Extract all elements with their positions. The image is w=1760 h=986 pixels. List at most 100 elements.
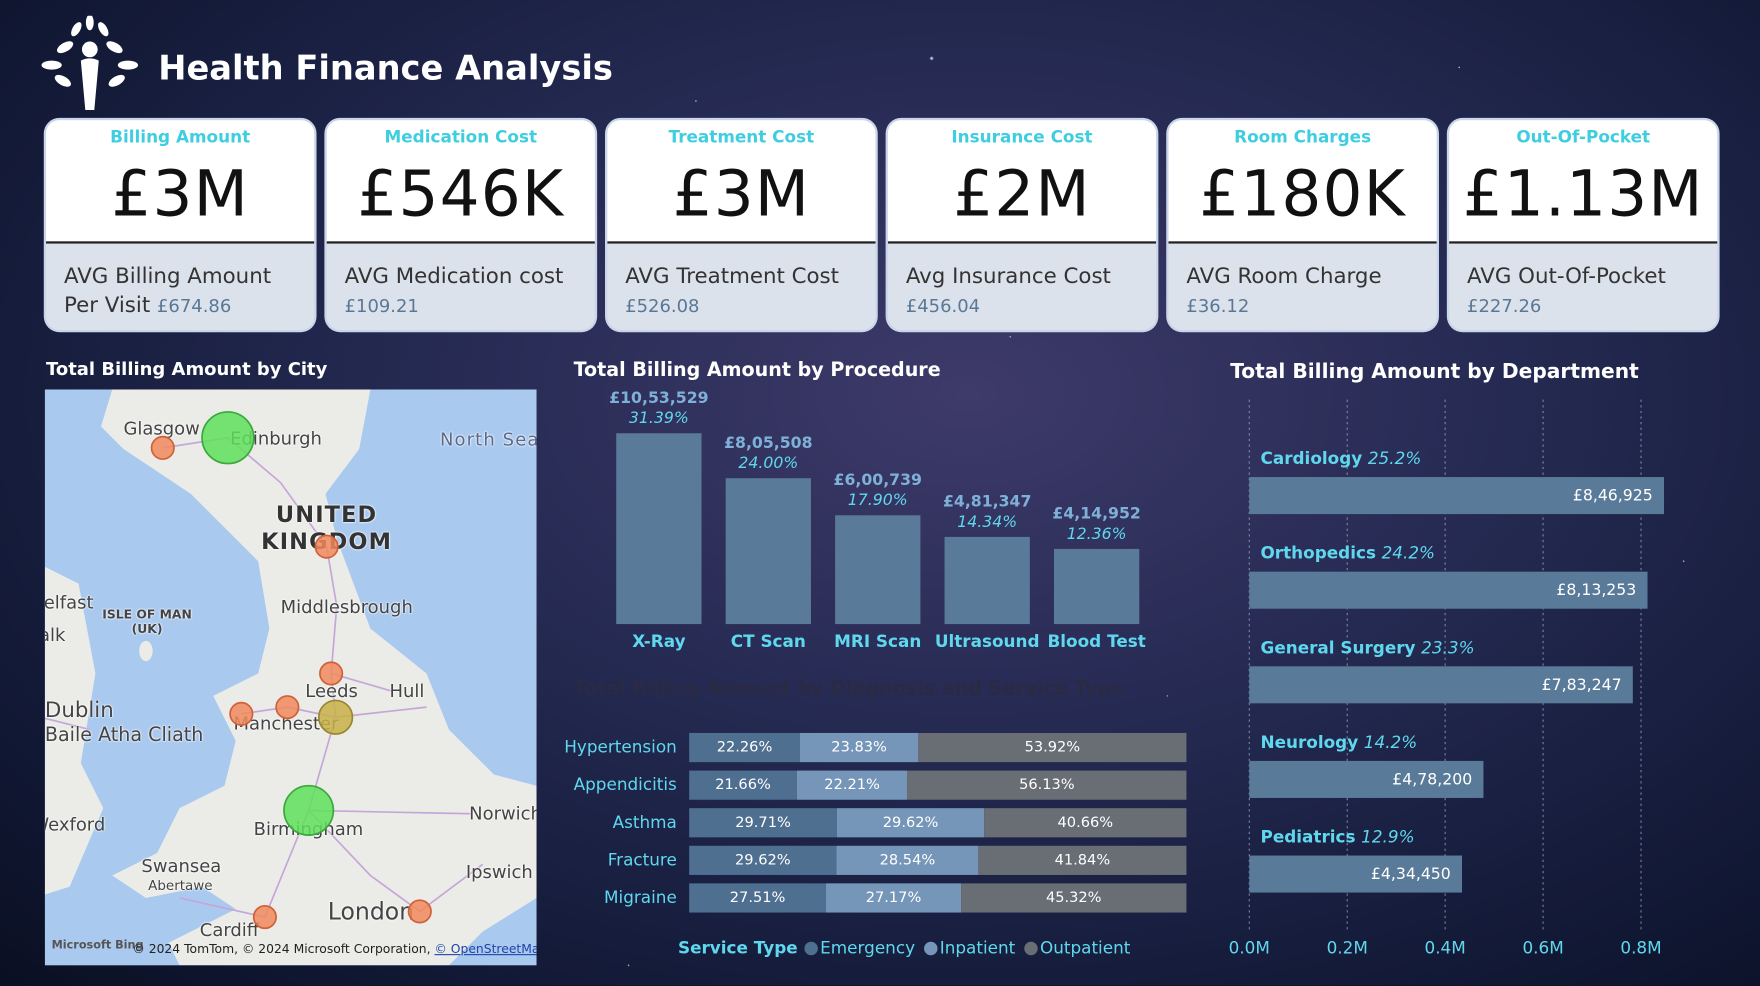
city-bubble[interactable] [314, 534, 339, 559]
map-bubbles [150, 411, 432, 930]
kpi-card: Billing Amount £3M AVG Billing Amount Per … [46, 120, 315, 331]
map-base [44, 389, 537, 966]
kpi-card: Room Charges £180K AVG Room Charge £36.12 [1168, 120, 1437, 331]
share-label: 12.36% [1067, 524, 1127, 543]
bar [1249, 477, 1664, 515]
bar-segment [825, 883, 962, 913]
kpi-average-label: AVG Medication cost [344, 263, 564, 289]
map-label: London [327, 897, 415, 925]
bar-segment [796, 770, 908, 800]
map-label: Wexford [45, 813, 106, 836]
bar [725, 478, 811, 625]
city-bubble[interactable] [275, 695, 300, 720]
kpi-average-block: AVG Room Charge £36.12 [1186, 262, 1427, 321]
bar-segment [689, 808, 837, 838]
value-label: 56.13% [1019, 776, 1075, 793]
kpi-average-block: AVG Medication cost £109.21 [345, 262, 586, 321]
kpi-value: £1.13M [1462, 158, 1704, 232]
x-tick-label: 0.0M [1229, 937, 1270, 957]
kpi-average-label: AVG Out-Of-Pocket [1467, 263, 1666, 289]
share-label: 31.39% [629, 408, 689, 427]
y-tick-label: General Surgery [1261, 637, 1416, 657]
attribution-link[interactable]: © OpenStreetMap [434, 941, 537, 957]
kpi-average-block: Avg Insurance Cost £456.04 [906, 262, 1147, 321]
value-label: £4,34,450 [1371, 864, 1451, 883]
map-label: North Sea [440, 428, 537, 451]
kpi-average-value: £456.04 [905, 295, 981, 317]
bar-segment [799, 732, 919, 763]
map-title: Total Billing Amount by City [46, 358, 328, 380]
share-label: 23.3% [1421, 637, 1474, 657]
kpi-average-label: AVG Room Charge [1186, 263, 1382, 289]
legend-swatch [1024, 941, 1038, 956]
share-label: 14.34% [957, 512, 1017, 531]
share-label: 12.9% [1361, 827, 1414, 847]
value-label: £8,05,508 [724, 433, 812, 452]
bar [1053, 548, 1140, 625]
bar-segment [907, 770, 1187, 800]
kpi-top [46, 120, 315, 244]
bar-segment [918, 732, 1187, 763]
kpi-card: Treatment Cost £3M AVG Treatment Cost £526… [607, 120, 876, 331]
value-label: 27.51% [730, 889, 786, 906]
kpi-average-value: £227.26 [1467, 295, 1542, 317]
kpi-title: Insurance Cost [951, 126, 1093, 148]
kpi-average-value: £674.86 [156, 295, 232, 317]
city-bubble[interactable] [252, 904, 277, 930]
logo [41, 15, 139, 111]
bar [1249, 666, 1633, 704]
value-label: 41.84% [1055, 851, 1111, 868]
city-bubble[interactable] [201, 411, 255, 465]
city-bubble[interactable] [229, 701, 254, 726]
kpi-value: £546K [357, 158, 565, 232]
kpi-average-block: AVG Billing Amount Per Visit £674.86 [64, 262, 305, 321]
map-label: Middlesbrough [280, 596, 413, 618]
bar [1249, 571, 1648, 609]
map-label: Glasgow [123, 417, 200, 439]
city-bubble[interactable] [317, 699, 354, 735]
city-bubble[interactable] [407, 899, 432, 924]
city-bubble[interactable] [283, 784, 335, 836]
kpi-average-value: £109.21 [344, 295, 419, 317]
map-label: Baile Atha Cliath [44, 723, 204, 747]
legend-label: Emergency [820, 937, 915, 957]
bar [835, 515, 921, 625]
value-label: 45.32% [1046, 889, 1102, 906]
bar-segment [689, 883, 826, 913]
kpi-card: Insurance Cost £2M Avg Insurance Cost £456… [887, 120, 1157, 331]
kpi-title: Billing Amount [110, 126, 251, 148]
city-bubble[interactable] [150, 435, 175, 460]
y-tick-label: Asthma [613, 812, 677, 832]
x-tick-label: CT Scan [731, 631, 806, 651]
kpi-value: £2M [953, 158, 1091, 232]
value-label: 22.21% [824, 776, 880, 793]
y-tick-label: Pediatrics [1261, 827, 1356, 847]
y-tick-label: Orthopedics [1261, 543, 1376, 563]
kpi-average-label: AVG Treatment Cost [625, 263, 840, 289]
x-tick-label: 0.2M [1327, 937, 1368, 957]
kpi-card: Medication Cost £546K AVG Medication cost … [326, 120, 595, 331]
chart-title: Total Billing Amount by Procedure [574, 359, 941, 381]
value-label: £4,14,952 [1052, 504, 1140, 523]
kpi-average-block: AVG Out-Of-Pocket £227.26 [1467, 262, 1708, 321]
city-bubble[interactable] [319, 661, 344, 686]
share-label: 24.00% [738, 453, 798, 472]
bar-segment [836, 845, 979, 875]
map-label: Norwich [469, 802, 537, 824]
value-label: 23.83% [831, 739, 887, 756]
legend-label: Outpatient [1040, 937, 1131, 957]
map-label: Dublin [44, 698, 114, 723]
legend-swatch [924, 941, 938, 956]
map-label: ISLE OF MAN (UK) [102, 607, 192, 637]
x-tick-label: X-Ray [632, 631, 685, 651]
map-label: Abertawe [148, 877, 213, 894]
share-label: 14.2% [1364, 732, 1417, 752]
bar-segment [689, 732, 800, 763]
kpi-title: Treatment Cost [668, 126, 815, 148]
map-label: Belfast [44, 591, 94, 613]
bar [1249, 760, 1484, 798]
value-label: 21.66% [715, 776, 771, 793]
kpi-value: £3M [672, 158, 811, 232]
bar-segment [836, 808, 985, 838]
